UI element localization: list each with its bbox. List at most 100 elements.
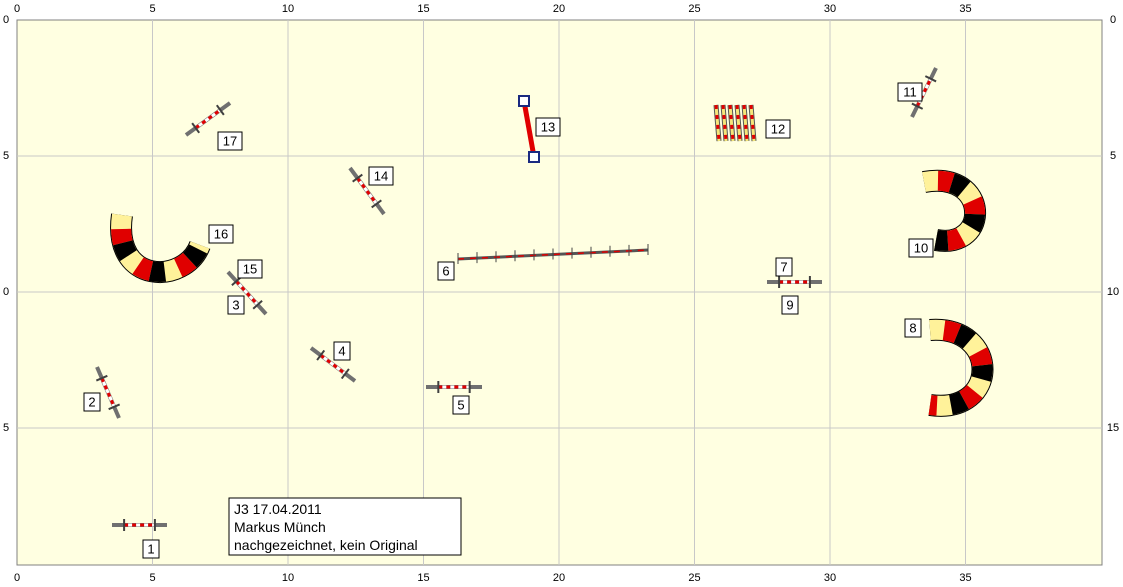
tunnel bbox=[111, 213, 210, 282]
top-axis-label: 0 bbox=[14, 3, 20, 15]
obstacle-number: 12 bbox=[771, 121, 785, 136]
jump-bar bbox=[194, 108, 222, 130]
tunnel bbox=[928, 319, 993, 416]
obstacle bbox=[95, 366, 121, 419]
top-axis-label: 5 bbox=[149, 3, 155, 15]
bottom-axis-label: 20 bbox=[553, 572, 565, 584]
bottom-axis-label: 0 bbox=[14, 572, 20, 584]
obstacle-number: 6 bbox=[442, 263, 449, 278]
obstacle bbox=[426, 381, 482, 393]
obstacle-number: 11 bbox=[903, 84, 917, 99]
number-box bbox=[904, 318, 922, 338]
top-axis-label: 20 bbox=[553, 3, 565, 15]
jump-post bbox=[191, 122, 201, 134]
jump-post bbox=[924, 75, 937, 83]
obstacle bbox=[922, 169, 987, 252]
number-box bbox=[781, 295, 799, 315]
jump-post bbox=[252, 299, 263, 310]
table-foot bbox=[518, 95, 530, 107]
number-box bbox=[765, 119, 791, 139]
number-box bbox=[83, 392, 101, 412]
bottom-axis-label: 15 bbox=[417, 572, 429, 584]
jump-post bbox=[316, 349, 326, 361]
right-axis-label: 5 bbox=[1110, 150, 1116, 162]
obstacle-number: 13 bbox=[541, 119, 555, 134]
info-line: nachgezeichnet, kein Original bbox=[234, 537, 418, 553]
top-axis-label: 25 bbox=[688, 3, 700, 15]
jump-post bbox=[911, 102, 924, 110]
jump-post bbox=[340, 368, 350, 380]
jump-post bbox=[215, 104, 225, 116]
bottom-axis-label: 35 bbox=[959, 572, 971, 584]
jump-bar bbox=[100, 377, 116, 408]
obstacle-number: 17 bbox=[223, 133, 237, 148]
tunnel bbox=[922, 170, 986, 251]
number-box bbox=[368, 166, 394, 186]
long-jump bbox=[457, 249, 649, 260]
number-box bbox=[208, 224, 234, 244]
left-axis-label: 0 bbox=[3, 14, 9, 26]
tunnel bbox=[111, 213, 210, 282]
weave-pole bbox=[749, 104, 756, 142]
top-axis-label: 30 bbox=[824, 3, 836, 15]
number-box bbox=[775, 257, 793, 277]
obstacle bbox=[910, 67, 938, 118]
obstacle-number: 9 bbox=[786, 297, 793, 312]
jump-post bbox=[352, 173, 363, 183]
info-box bbox=[228, 497, 462, 556]
number-box bbox=[237, 259, 263, 279]
number-box bbox=[217, 131, 243, 151]
jump-bar bbox=[915, 78, 933, 107]
bottom-axis-label: 10 bbox=[282, 572, 294, 584]
obstacle bbox=[713, 104, 757, 142]
weave-pole bbox=[714, 104, 721, 142]
number-box bbox=[227, 295, 245, 315]
bottom-axis-label: 25 bbox=[688, 572, 700, 584]
obstacle bbox=[184, 101, 232, 137]
obstacle-number: 8 bbox=[909, 320, 916, 335]
obstacle-number: 7 bbox=[780, 259, 787, 274]
bottom-axis-label: 5 bbox=[149, 572, 155, 584]
weave-pole bbox=[721, 104, 728, 142]
info-line: Markus Münch bbox=[234, 519, 326, 535]
number-box bbox=[535, 117, 561, 137]
left-axis-label: 5 bbox=[3, 422, 9, 434]
jump-post bbox=[108, 403, 121, 411]
obstacle-number: 15 bbox=[243, 261, 257, 276]
number-box bbox=[333, 341, 351, 361]
obstacle bbox=[112, 519, 167, 531]
obstacle bbox=[457, 244, 649, 264]
obstacle-number: 3 bbox=[232, 297, 239, 312]
table-bar bbox=[521, 100, 537, 158]
obstacle-number: 16 bbox=[214, 226, 228, 241]
jump-post bbox=[95, 374, 108, 382]
weave-pole bbox=[728, 104, 735, 142]
number-box bbox=[142, 539, 160, 559]
tunnel bbox=[928, 319, 993, 416]
info-line: J3 17.04.2011 bbox=[234, 501, 322, 517]
left-axis-label: 0 bbox=[3, 286, 9, 298]
obstacle bbox=[348, 166, 386, 216]
obstacle-number: 1 bbox=[147, 541, 154, 556]
left-axis-label: 5 bbox=[3, 150, 9, 162]
top-axis-label: 15 bbox=[417, 3, 429, 15]
obstacle-number: 10 bbox=[914, 240, 928, 255]
jump-bar bbox=[319, 354, 347, 375]
bottom-axis-label: 30 bbox=[824, 572, 836, 584]
right-axis-label: 10 bbox=[1107, 286, 1119, 298]
top-axis-label: 10 bbox=[282, 3, 294, 15]
obstacle bbox=[518, 95, 540, 163]
top-axis-label: 35 bbox=[959, 3, 971, 15]
jump-bar bbox=[235, 280, 259, 306]
obstacle-number: 14 bbox=[374, 168, 388, 183]
number-box bbox=[897, 82, 923, 102]
jump-bar bbox=[356, 177, 378, 205]
weave-pole bbox=[735, 104, 742, 142]
number-box bbox=[452, 395, 470, 415]
number-box bbox=[908, 238, 934, 258]
weave-pole bbox=[742, 104, 749, 142]
obstacle bbox=[110, 213, 211, 283]
obstacle-number: 2 bbox=[88, 394, 95, 409]
